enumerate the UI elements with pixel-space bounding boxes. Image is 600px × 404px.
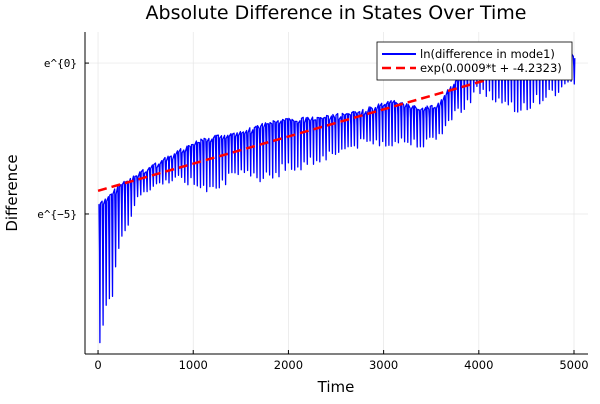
x-tick-label: 5000 bbox=[559, 358, 588, 372]
x-axis-label: Time bbox=[317, 378, 355, 396]
y-tick-label: e^{−5} bbox=[37, 208, 77, 221]
legend: ln(difference in mode1) exp(0.0009*t + -… bbox=[376, 41, 573, 81]
y-axis-label: Difference bbox=[3, 154, 21, 231]
legend-box bbox=[376, 41, 573, 81]
x-tick-label: 4000 bbox=[464, 358, 493, 372]
series-line-difference bbox=[98, 42, 576, 344]
series-layer bbox=[97, 42, 576, 344]
x-tick-label: 0 bbox=[94, 358, 101, 372]
grid bbox=[85, 32, 588, 354]
ticks: 0 1000 2000 3000 4000 5000 e^{0} e^{−5} bbox=[37, 57, 588, 372]
legend-label-fit: exp(0.0009*t + -4.2323) bbox=[420, 61, 562, 75]
x-tick-label: 3000 bbox=[369, 358, 398, 372]
legend-label-data: ln(difference in mode1) bbox=[420, 47, 555, 61]
y-tick-label: e^{0} bbox=[44, 57, 77, 70]
x-tick-label: 2000 bbox=[274, 358, 303, 372]
x-tick-label: 1000 bbox=[179, 358, 208, 372]
chart-title: Absolute Difference in States Over Time bbox=[146, 2, 527, 24]
series-line-fit bbox=[97, 78, 489, 193]
